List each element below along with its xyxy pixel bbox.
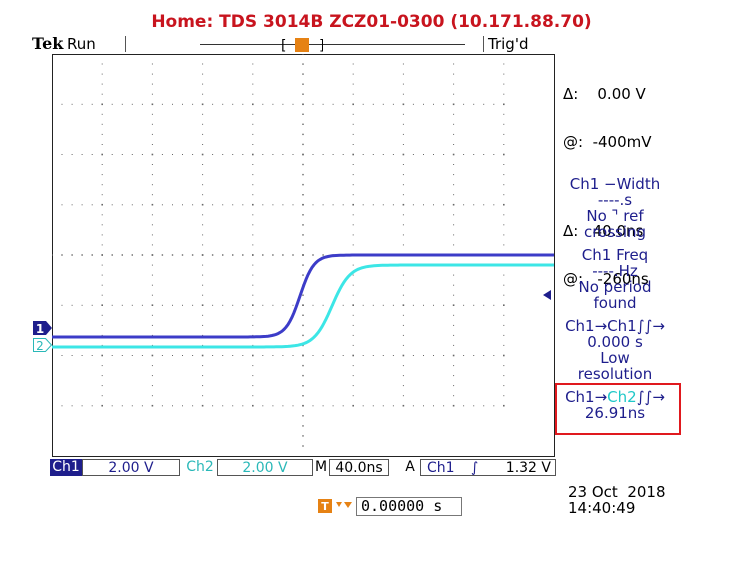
ch2-scale[interactable]: 2.00 V	[217, 459, 313, 476]
ch2-label[interactable]: Ch2	[186, 459, 214, 475]
window-title: Home: TDS 3014B ZCZ01-0300 (10.171.88.70…	[151, 12, 592, 32]
measurement-2: Ch1 Freq ----.Hz No period found	[530, 247, 700, 311]
measurement-1-title: Ch1 −Width	[569, 175, 661, 193]
measurement-3-title: Ch1→Ch1∫∫→	[565, 317, 665, 335]
measurement-4-prefix: Ch1→	[565, 388, 608, 406]
svg-text:[: [	[281, 38, 286, 53]
horizontal-position-icon[interactable]: T	[318, 498, 354, 514]
trigger-state: Trig'd	[488, 35, 529, 53]
trigger-level: 1.32 V	[505, 460, 551, 476]
measurement-2-title: Ch1 Freq	[581, 246, 649, 264]
measurement-3-value: 0.000 s	[587, 333, 643, 351]
horizontal-position-value[interactable]: 0.00000 s	[356, 497, 462, 516]
cursor-voltage-delta: Δ: 0.00 V	[563, 85, 646, 103]
trigger-label: A	[405, 459, 415, 475]
ch1-marker[interactable]: 1	[33, 321, 53, 335]
svg-text:]: ]	[319, 38, 323, 53]
measurement-4-suffix: ∫∫→	[636, 388, 665, 406]
measurement-3: Ch1→Ch1∫∫→ 0.000 s Low resolution	[530, 318, 700, 382]
trigger-readout[interactable]: Ch1 ∫ 1.32 V	[420, 459, 556, 476]
ch2-waveform	[52, 263, 554, 349]
cursor-time-at: @: -260ns	[563, 270, 649, 288]
trigger-level-marker-icon[interactable]	[542, 290, 552, 300]
status-bar: Ch1 2.00 V Ch2 2.00 V M 40.0ns A Ch1 ∫ 1…	[50, 459, 556, 476]
measurement-1-note: No ⌝ ref	[586, 207, 644, 225]
date-display: 23 Oct 2018	[568, 483, 666, 501]
measurement-3-note2: resolution	[577, 365, 653, 383]
measurement-1-value: ----.s	[597, 191, 633, 209]
ch1-waveform	[52, 253, 554, 339]
measurement-3-note: Low	[600, 349, 630, 367]
measurement-2-value: ----.Hz	[592, 262, 638, 280]
measurement-1-note2: crossing	[583, 223, 647, 241]
trigger-source: Ch1	[427, 460, 455, 476]
ch1-marker-label: 1	[36, 322, 44, 335]
measurement-2-note: No period	[578, 278, 652, 296]
cursor-voltage-at: @: -400mV	[563, 133, 652, 151]
measurement-2-note2: found	[593, 294, 637, 312]
record-length-bar	[200, 44, 465, 45]
time-display: 14:40:49	[568, 499, 636, 517]
ch2-marker-label: 2	[36, 339, 44, 352]
measurement-1: Ch1 −Width ----.s No ⌝ ref crossing	[530, 176, 700, 240]
record-tick-right	[483, 36, 484, 52]
ch1-label[interactable]: Ch1	[50, 459, 82, 476]
ch2-marker[interactable]: 2	[33, 338, 53, 352]
measurement-4-title: Ch1→Ch2∫∫→	[530, 389, 700, 405]
timebase-label: M	[315, 459, 328, 475]
trigger-slope-icon: ∫	[471, 460, 479, 476]
ch1-scale[interactable]: 2.00 V	[82, 459, 180, 476]
highlight-box	[555, 383, 681, 435]
measurement-4: Ch1→Ch2∫∫→ 26.91ns	[530, 389, 700, 421]
cursor-time-delta: Δ: 40.0ns	[563, 222, 644, 240]
run-state: Run	[67, 35, 96, 53]
svg-text:T: T	[321, 500, 329, 513]
record-tick-left	[125, 36, 126, 52]
timebase-value[interactable]: 40.0ns	[329, 459, 389, 476]
waveform-display[interactable]	[52, 54, 555, 457]
measurement-4-value: 26.91ns	[584, 404, 646, 422]
trigger-position-indicator: [ ]	[281, 38, 323, 53]
measurement-4-channel: Ch2	[607, 388, 637, 406]
brand-logo: Tek	[32, 34, 64, 53]
cursor-readout: Δ: 0.00 V @: -400mV Δ: 40.0ns @: -260ns	[563, 54, 652, 303]
